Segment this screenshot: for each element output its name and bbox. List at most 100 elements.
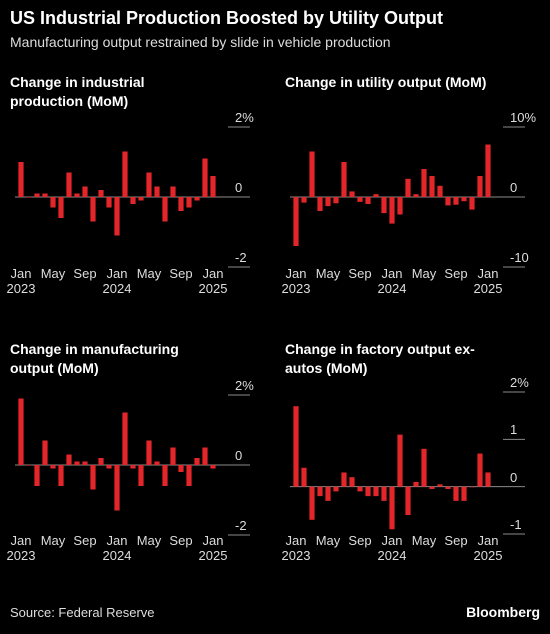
- bar: [138, 197, 144, 201]
- bar: [90, 465, 96, 490]
- bar: [186, 465, 192, 486]
- y-tick-label: -2: [235, 518, 247, 533]
- y-tick-label: -1: [510, 517, 522, 532]
- bar: [114, 465, 120, 511]
- bar: [146, 440, 152, 465]
- x-tick-label: May: [40, 266, 66, 281]
- bar: [469, 486, 475, 488]
- x-tick-label: Jan 2025: [473, 533, 503, 563]
- bar: [461, 197, 467, 202]
- x-tick-label: Sep: [169, 533, 193, 548]
- y-tick-label: 2%: [510, 375, 529, 390]
- y-tick-label: 0: [510, 180, 518, 195]
- bar: [373, 486, 379, 497]
- bar: [194, 197, 200, 201]
- bar: [389, 197, 395, 224]
- y-tick-label: -10: [510, 250, 529, 265]
- bar: [186, 197, 192, 208]
- bar: [210, 176, 216, 197]
- bar: [325, 197, 331, 207]
- bar: [421, 169, 427, 197]
- bar: [453, 486, 459, 501]
- bar: [461, 486, 467, 501]
- x-tick-label: Jan 2025: [198, 266, 228, 296]
- y-tick-label: 0: [235, 180, 243, 195]
- bar: [309, 486, 315, 520]
- bar: [58, 197, 64, 218]
- y-tick-label: 0: [235, 448, 243, 463]
- bar: [381, 486, 387, 501]
- bar: [429, 176, 435, 197]
- bar: [82, 461, 88, 465]
- bar: [34, 193, 40, 197]
- bar: [50, 465, 56, 469]
- bar: [90, 197, 96, 222]
- x-tick-label: Sep: [73, 266, 97, 281]
- bar: [154, 186, 160, 197]
- bar: [42, 440, 48, 465]
- bar: [66, 172, 72, 197]
- y-tick-label: 2%: [235, 378, 254, 393]
- bar: [389, 486, 395, 530]
- bar: [18, 162, 24, 197]
- x-tick-label: May: [411, 266, 437, 281]
- bar: [429, 486, 435, 490]
- bar: [154, 461, 160, 465]
- panel-title: Change in industrial production (MoM): [10, 74, 145, 109]
- subtitle: Manufacturing output restrained by slide…: [10, 34, 391, 50]
- bar: [210, 465, 216, 469]
- bar: [485, 472, 491, 487]
- panel-title: Change in utility output (MoM): [285, 74, 487, 90]
- x-tick-label: Jan 2023: [6, 266, 36, 296]
- bar: [413, 481, 419, 487]
- x-tick-label: Jan 2024: [377, 533, 407, 563]
- bar: [485, 144, 491, 197]
- x-tick-label: Sep: [444, 533, 468, 548]
- bar: [341, 472, 347, 487]
- bar: [333, 486, 339, 492]
- bar: [373, 194, 379, 197]
- bar: [170, 186, 176, 197]
- bar: [106, 465, 112, 469]
- bar: [309, 151, 315, 197]
- bar: [301, 197, 307, 203]
- bar: [381, 197, 387, 214]
- bar: [437, 484, 443, 487]
- title: US Industrial Production Boosted by Util…: [10, 8, 443, 28]
- bar: [349, 191, 355, 197]
- brand: Bloomberg: [466, 604, 540, 620]
- bar: [82, 186, 88, 197]
- x-tick-label: May: [315, 266, 341, 281]
- bar: [437, 185, 443, 197]
- bar: [162, 197, 168, 222]
- bar: [317, 486, 323, 497]
- x-tick-label: May: [315, 533, 341, 548]
- bar: [325, 486, 331, 501]
- panel-title: Change in manufacturing output (MoM): [10, 341, 179, 376]
- y-tick-label: 0: [510, 469, 518, 485]
- x-tick-label: May: [411, 533, 437, 548]
- bar: [114, 197, 120, 236]
- bar: [98, 190, 104, 197]
- x-tick-label: Sep: [348, 533, 372, 548]
- bar: [162, 465, 168, 486]
- y-tick-label: 10%: [510, 110, 537, 125]
- bar: [178, 197, 184, 211]
- bar: [42, 193, 48, 197]
- bar: [477, 453, 483, 487]
- bar: [365, 486, 371, 497]
- bar: [178, 465, 184, 472]
- x-tick-label: Jan 2025: [473, 266, 503, 296]
- bar: [301, 467, 307, 487]
- x-tick-label: Jan 2023: [6, 533, 36, 563]
- bar: [293, 406, 299, 487]
- x-tick-label: Jan 2023: [281, 266, 311, 296]
- bar: [405, 486, 411, 516]
- bar: [98, 458, 104, 465]
- x-tick-label: May: [40, 533, 66, 548]
- bar: [66, 454, 72, 465]
- bar: [34, 465, 40, 486]
- bar: [122, 412, 128, 465]
- bar: [341, 162, 347, 197]
